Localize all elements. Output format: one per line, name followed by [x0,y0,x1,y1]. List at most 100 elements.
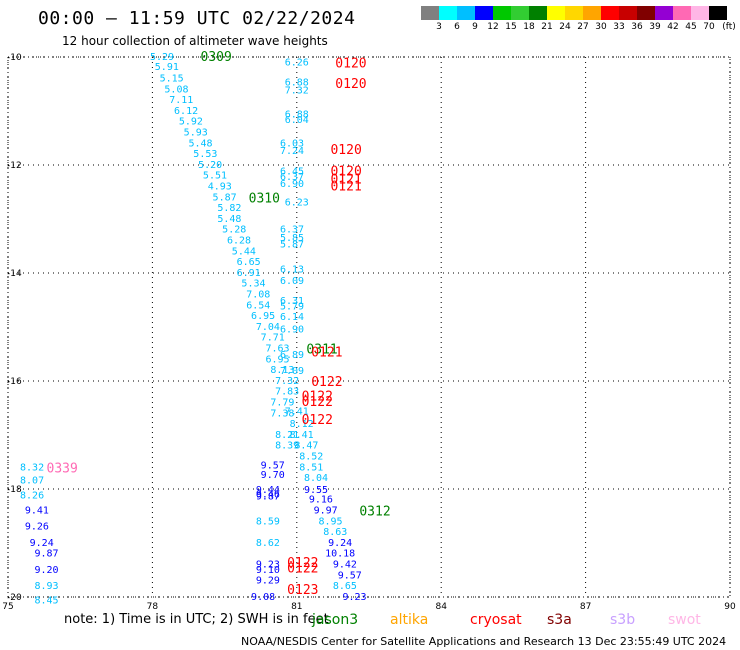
data-point-label: 6.95 [251,311,275,322]
data-point-label: 5.48 [217,214,241,225]
data-point-label: 9.23 [256,560,280,571]
mission-legend-item: s3b [610,612,636,628]
mission-legend-item: swot [668,612,701,628]
colorbar-swatch [583,6,601,20]
colorbar-tick-label: 27 [577,22,589,32]
data-point-label: 8.41 [290,430,314,441]
colorbar-swatch [601,6,619,20]
data-point-label: 7.11 [169,95,193,106]
x-tick-label: 78 [147,602,159,612]
colorbar-tick-label: 3 [436,22,442,32]
data-point-label: 5.79 [280,301,304,312]
time-label: 0121 [330,180,361,195]
data-point-label: 5.92 [179,117,203,128]
credit-line: NOAA/NESDIS Center for Satellite Applica… [241,635,727,648]
colorbar-swatch [511,6,529,20]
data-point-label: 7.63 [265,344,289,355]
data-point-label: 5.87 [213,192,237,203]
data-point-label: 8.65 [333,581,357,592]
data-point-label: 6.88 [285,110,309,121]
x-tick-label: 87 [580,602,591,612]
colorbar-swatch [493,6,511,20]
data-point-label: 4.93 [208,182,232,193]
colorbar-tick-label: 18 [523,22,535,32]
data-point-label: 8.39 [275,441,299,452]
wave-height-chart: 75 78 81 84 87 90-10-12-14-16-18-20 5.295.915… [2,50,736,612]
data-point-label: 7.08 [246,290,270,301]
data-point-label: 6.45 [280,166,304,177]
chart-grid [7,56,731,598]
colorbar-tick-label: 33 [613,22,625,32]
data-point-label: 6.37 [280,172,304,183]
data-point-label: 8.59 [256,516,280,527]
time-label: 0310 [249,191,280,206]
data-point-label: 6.03 [280,138,304,149]
data-point-label: 7.32 [275,376,299,387]
mission-legend-item: cryosat [470,612,522,628]
colorbar-tick-label: 9 [472,22,478,32]
data-point-label: 9.87 [34,549,58,560]
data-point-label: 5.34 [241,279,265,290]
data-point-label: 9.97 [314,506,338,517]
colorbar-swatch [547,6,565,20]
data-point-label: 9.42 [333,560,357,571]
data-point-label: 8.13 [270,365,294,376]
time-label: 0121 [311,345,342,360]
colorbar-unit: (ft) [722,22,736,32]
time-label: 0122 [302,390,333,405]
mission-legend-item: jason3 [312,612,359,628]
data-point-label: 6.95 [265,354,289,365]
x-tick-label: 81 [291,602,302,612]
colorbar-swatch [619,6,637,20]
y-tick-label: -14 [7,269,22,279]
time-label: 0121 [330,173,361,188]
colorbar-swatch [691,6,709,20]
data-point-label: 6.88 [285,77,309,88]
data-point-label: 8.93 [34,581,58,592]
time-label: 0120 [335,56,366,71]
data-point-label: 8.62 [256,538,280,549]
data-point-label: 8.63 [323,527,347,538]
data-point-label: 9.44 [256,485,280,496]
data-point-label: 5.53 [193,149,217,160]
colorbar-tick-label: 39 [649,22,661,32]
x-tick-label: 75 [2,602,13,612]
time-label: 0122 [287,561,318,576]
data-point-label: 9.70 [261,470,285,481]
y-tick-label: -10 [7,53,22,63]
data-point-label: 7.41 [285,407,309,418]
data-point-label: 5.08 [164,84,188,95]
data-point-label: 5.51 [203,171,227,182]
data-point-label: 6.26 [285,57,309,68]
data-point-label: 8.21 [275,430,299,441]
colorbar-tick-label: 36 [631,22,643,32]
data-point-label: 10.18 [325,549,355,560]
data-point-label: 6.23 [285,198,309,209]
y-tick-label: -12 [7,161,22,171]
data-point-label: 8.07 [20,475,44,486]
colorbar-tick-label: 21 [541,22,553,32]
data-point-label: 5.82 [217,203,241,214]
data-point-label: 6.91 [237,268,261,279]
time-label: 0311 [306,343,337,358]
data-point-label: 8.47 [294,441,318,452]
colorbar-tick-label: 42 [667,22,679,32]
y-tick-label: -20 [7,593,22,603]
data-point-label: 7.71 [261,333,285,344]
time-label: 0312 [359,505,390,520]
colorbar-swatch [529,6,547,20]
data-point-label: 9.26 [25,522,49,533]
data-point-label: 6.37 [280,225,304,236]
data-point-label: 9.20 [34,565,58,576]
data-point-label: 9.41 [25,506,49,517]
data-point-label: 5.87 [280,239,304,250]
data-point-label: 9.55 [304,485,328,496]
data-point-label: 5.48 [188,138,212,149]
data-point-label: 6.13 [280,265,304,276]
data-point-label: 5.28 [222,225,246,236]
data-point-label: 9.57 [261,461,285,472]
time-label: 0339 [47,461,78,476]
data-point-label: 6.90 [280,179,304,190]
data-point-label: 6.28 [227,236,251,247]
data-point-label: 6.31 [280,296,304,307]
